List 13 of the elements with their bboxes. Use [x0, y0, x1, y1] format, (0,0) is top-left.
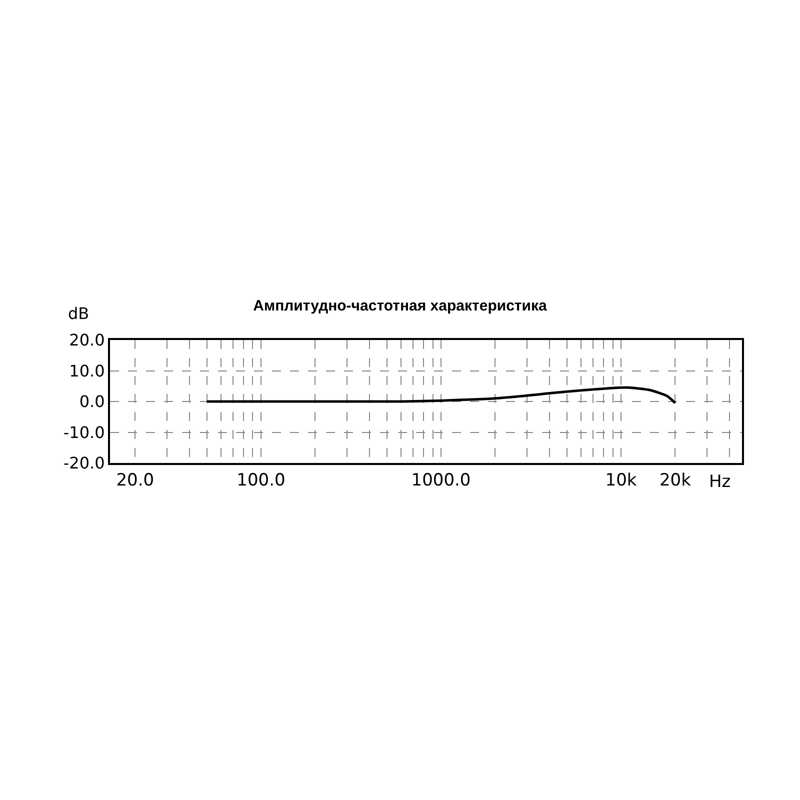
x-tick-label: 20.0	[116, 470, 154, 490]
y-tick-label: -10.0	[63, 422, 105, 442]
x-tick-label: 100.0	[236, 470, 286, 490]
y-tick-label: 20.0	[69, 330, 105, 350]
y-tick-label: 0.0	[79, 392, 105, 412]
x-tick-label: 10k	[605, 470, 637, 490]
y-axis-title: dB	[68, 304, 90, 323]
y-tick-label: -20.0	[63, 454, 105, 473]
y-tick-label: 10.0	[69, 361, 105, 380]
x-axis-title: Hz	[709, 472, 731, 492]
chart-title: Амплитудно-частотная характеристика	[253, 298, 548, 314]
x-tick-label: 1000.0	[411, 470, 471, 490]
x-tick-label: 20k	[659, 470, 692, 490]
